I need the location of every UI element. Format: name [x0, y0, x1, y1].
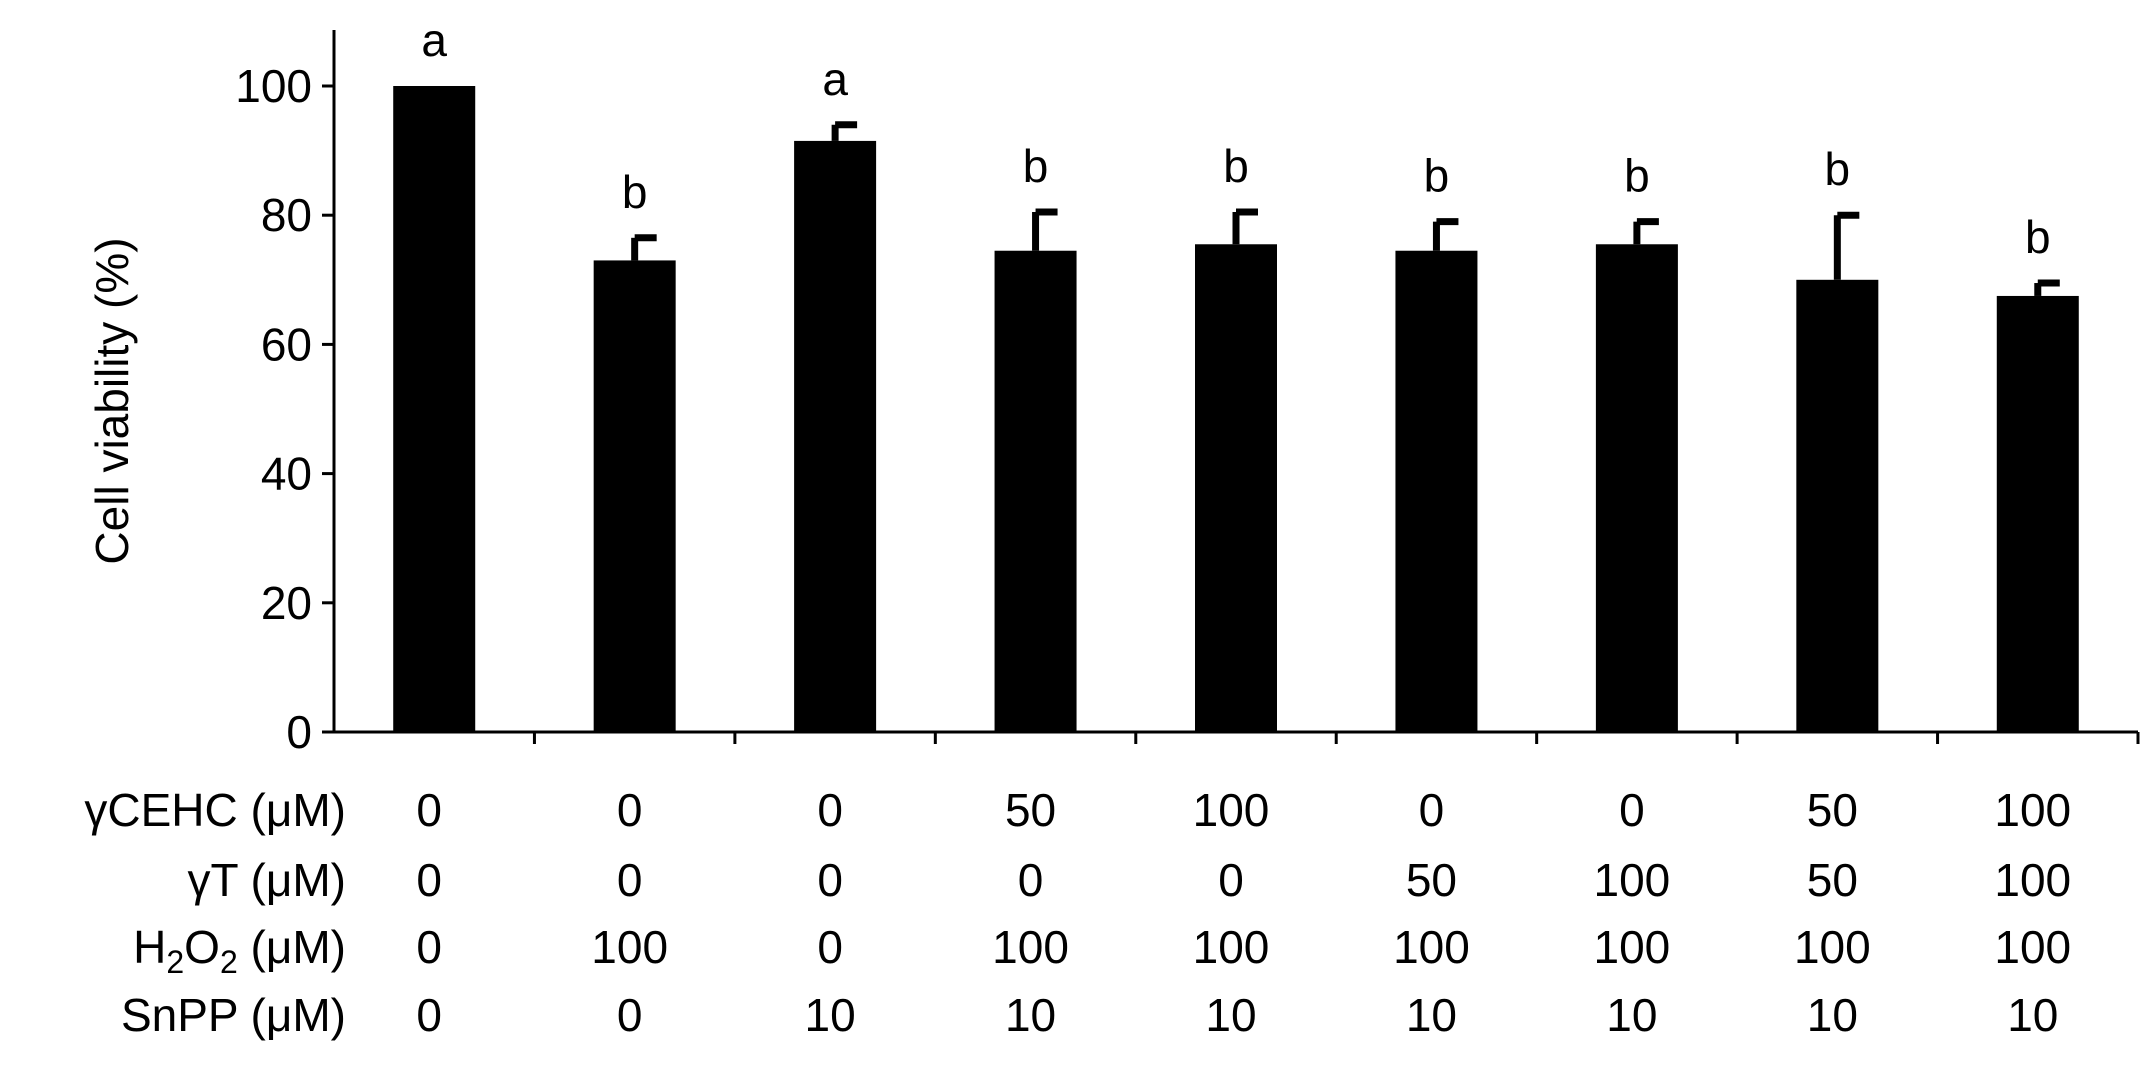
significance-letter: b — [1223, 140, 1249, 192]
y-tick-label: 100 — [235, 60, 312, 112]
table-cell: 0 — [1619, 784, 1645, 836]
table-cell: 100 — [1994, 921, 2071, 973]
bar — [1195, 244, 1277, 732]
significance-letter: b — [1023, 140, 1049, 192]
table-cell: 50 — [1005, 784, 1056, 836]
bar — [593, 260, 676, 732]
table-cell: 100 — [1994, 784, 2071, 836]
y-tick-label: 40 — [261, 448, 312, 500]
bar — [1395, 250, 1478, 733]
table-cell: 10 — [1205, 989, 1256, 1041]
significance-letter: b — [1424, 150, 1450, 202]
y-tick-label: 20 — [261, 577, 312, 629]
table-cell: 100 — [591, 921, 668, 973]
table-cell: 0 — [617, 784, 643, 836]
table-cell: 50 — [1406, 854, 1457, 906]
y-axis-label: Cell viability (%) — [86, 237, 138, 564]
table-cell: 10 — [805, 989, 856, 1041]
table-cell: 0 — [416, 784, 442, 836]
significance-letter: b — [622, 166, 648, 218]
row-label: H2O2 (μM) — [133, 921, 346, 980]
significance-letter: b — [2025, 211, 2051, 263]
table-cell: 0 — [617, 854, 643, 906]
table-cell: 100 — [1594, 854, 1671, 906]
bar — [1595, 244, 1678, 732]
bar — [1796, 279, 1879, 732]
significance-letter: a — [421, 14, 447, 66]
table-cell: 100 — [1794, 921, 1871, 973]
bar — [393, 86, 476, 732]
significance-letter: b — [1825, 143, 1851, 195]
table-cell: 100 — [1994, 854, 2071, 906]
bar — [794, 140, 877, 732]
table-cell: 100 — [1594, 921, 1671, 973]
table-cell: 0 — [416, 989, 442, 1041]
row-label: γT (μM) — [187, 854, 346, 906]
table-cell: 0 — [817, 921, 843, 973]
table-cell: 10 — [1606, 989, 1657, 1041]
bar — [994, 250, 1077, 733]
bar — [1996, 295, 2079, 732]
table-cell: 0 — [1419, 784, 1445, 836]
y-tick-label: 60 — [261, 318, 312, 370]
table-cell: 0 — [1018, 854, 1044, 906]
table-cell: 0 — [817, 854, 843, 906]
table-cell: 10 — [1807, 989, 1858, 1041]
significance-letter: b — [1624, 150, 1650, 202]
table-cell: 0 — [617, 989, 643, 1041]
table-cell: 50 — [1807, 784, 1858, 836]
significance-letters: a b a b b b b b b — [421, 14, 2050, 263]
error-bars — [631, 121, 2060, 296]
table-cell: 0 — [1218, 854, 1244, 906]
table-cell: 100 — [992, 921, 1069, 973]
table-cell: 100 — [1193, 784, 1270, 836]
table-cell: 10 — [1005, 989, 1056, 1041]
table-cell: 50 — [1807, 854, 1858, 906]
table-cell: 100 — [1393, 921, 1470, 973]
table-cell: 10 — [1406, 989, 1457, 1041]
bars — [393, 86, 2079, 733]
y-tick-label: 0 — [286, 706, 312, 758]
y-tick-labels: 0 20 40 60 80 100 — [235, 60, 312, 758]
row-label: γCEHC (μM) — [84, 784, 346, 836]
table-cell: 0 — [416, 921, 442, 973]
table-cell: 10 — [2007, 989, 2058, 1041]
row-label: SnPP (μM) — [121, 989, 346, 1041]
significance-letter: a — [822, 53, 848, 105]
table-cell: 0 — [817, 784, 843, 836]
table-cell: 0 — [416, 854, 442, 906]
table-cell: 100 — [1193, 921, 1270, 973]
y-tick-label: 80 — [261, 189, 312, 241]
